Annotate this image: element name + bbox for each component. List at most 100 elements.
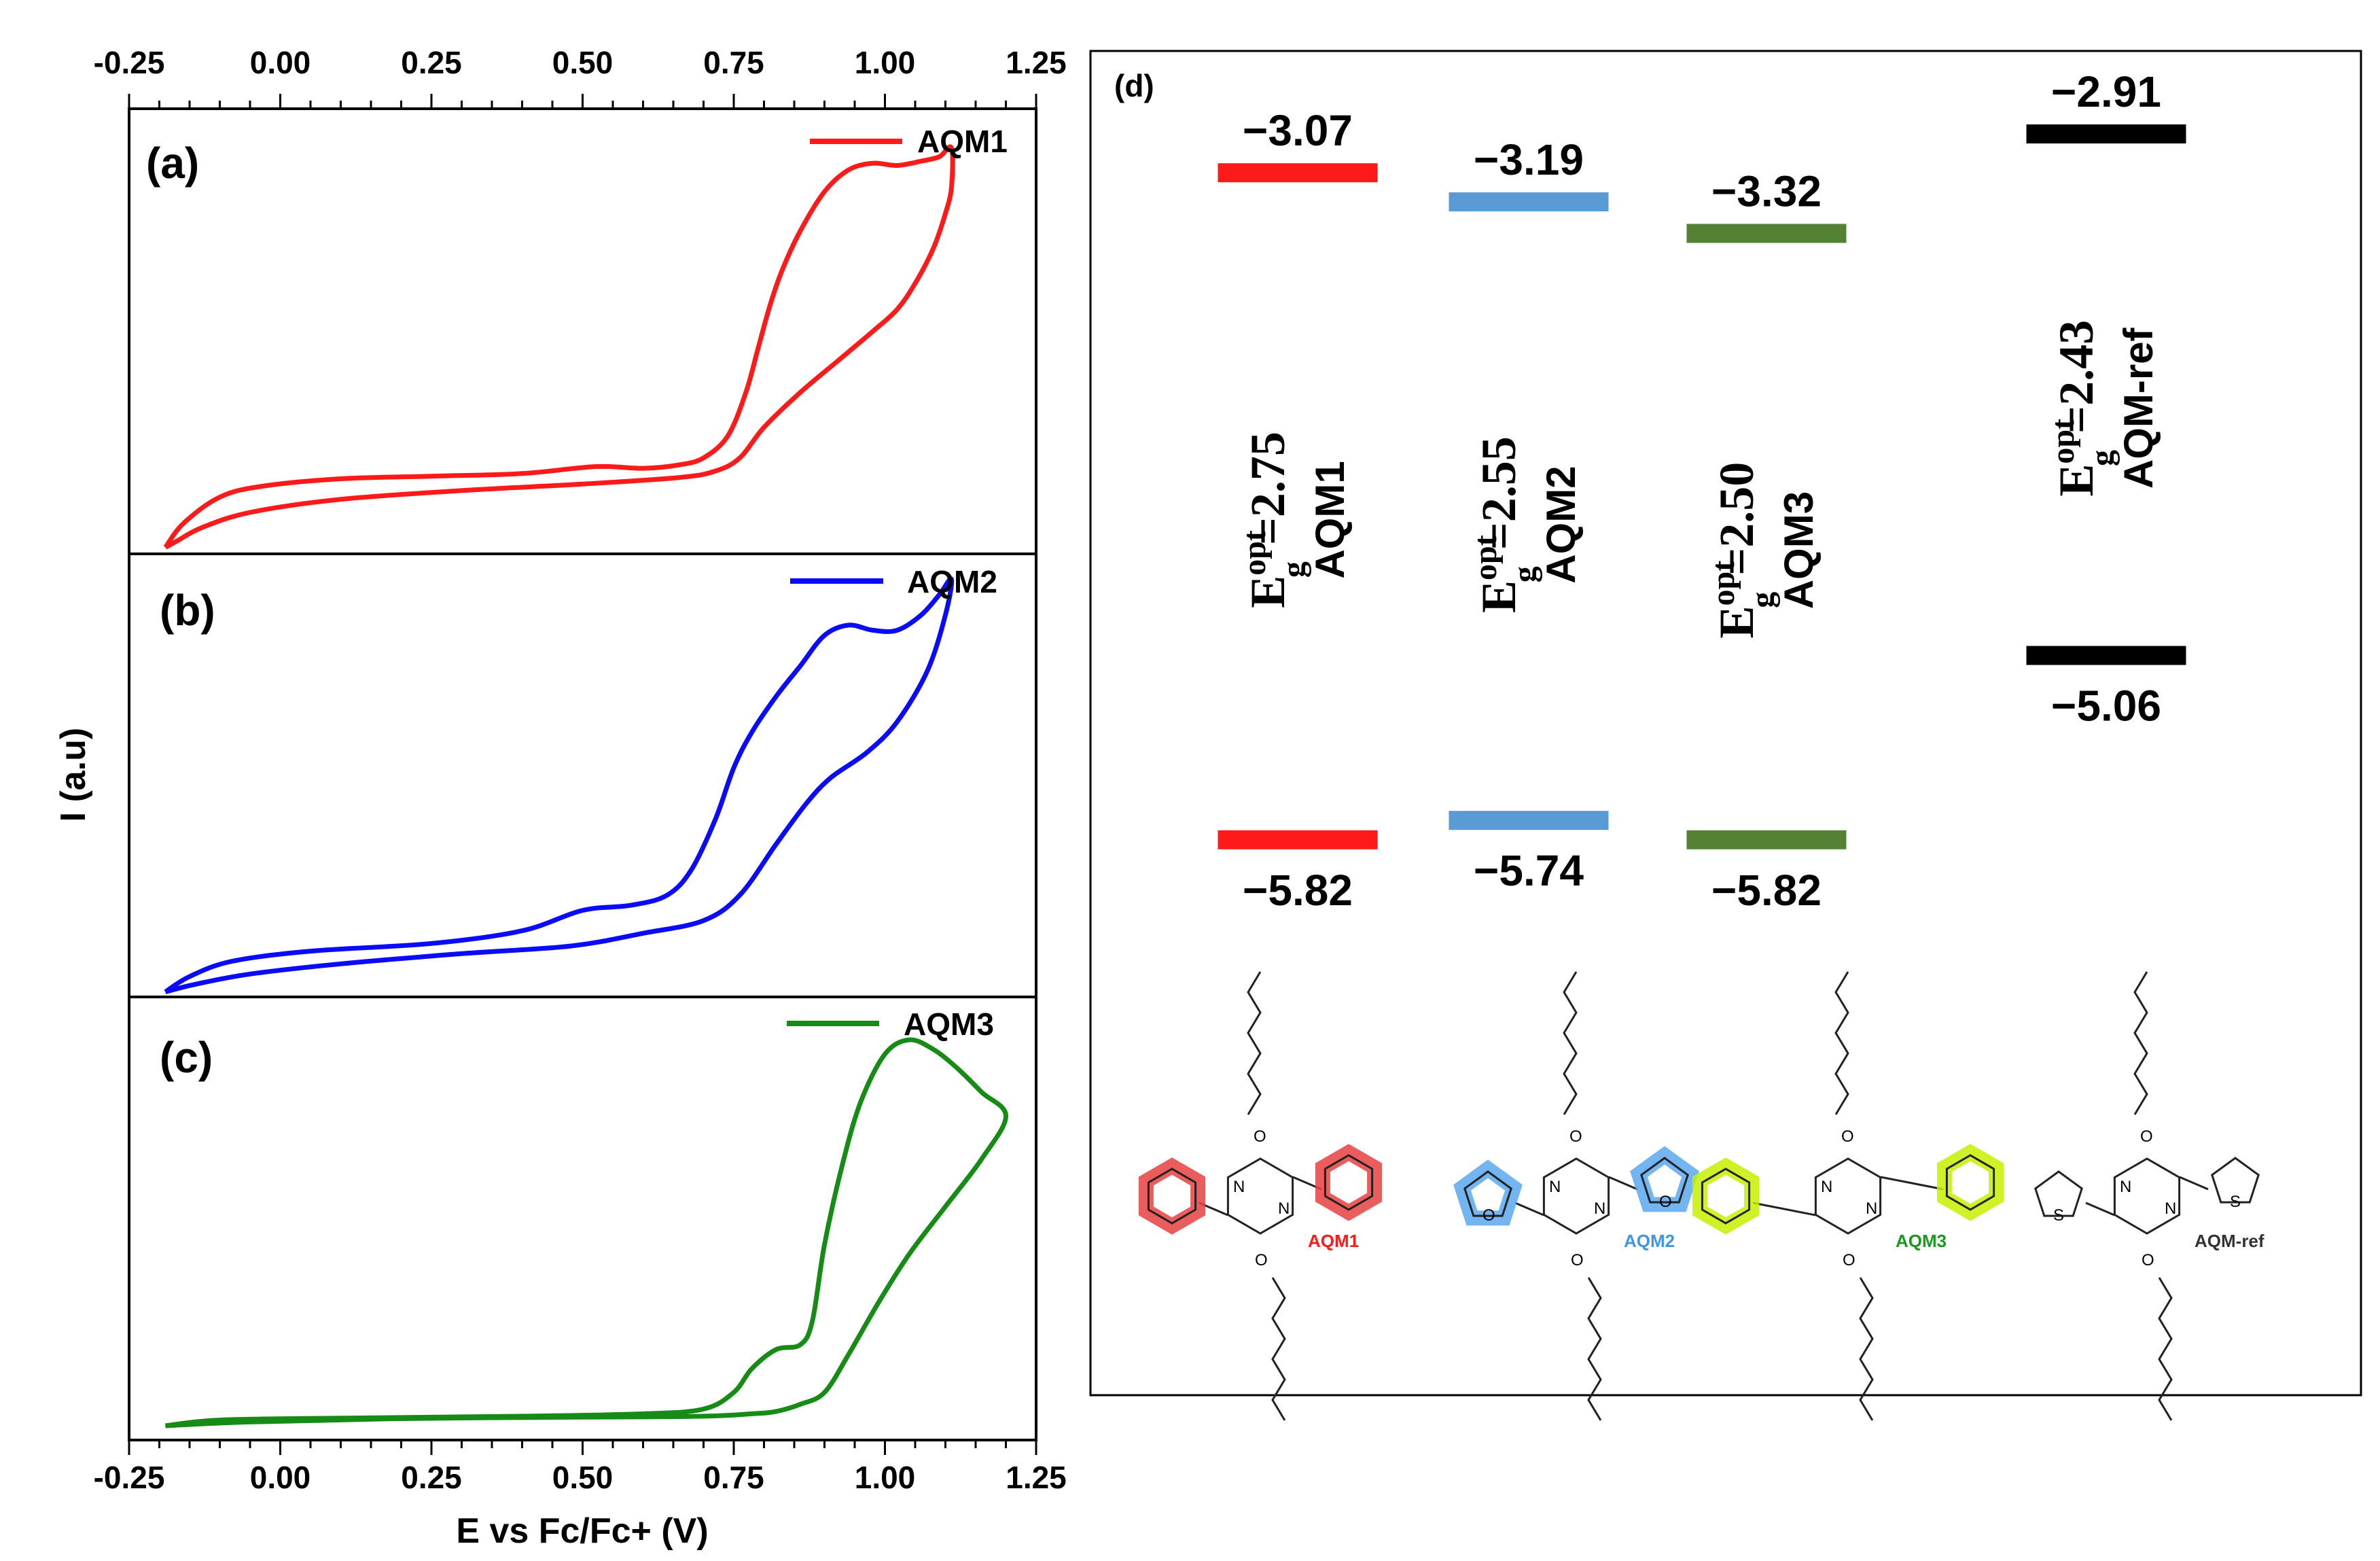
panel-b-frame xyxy=(128,553,1037,998)
gap-label-aqm1: Eopt g=2.75 xyxy=(1237,432,1312,608)
lumo-label-aqm2: −3.19 xyxy=(1474,135,1584,184)
bottom-x-ticks: -0.25 0.00 0.25 0.50 0.75 1.00 1.25 xyxy=(94,1440,1067,1495)
pyrazine-core xyxy=(1542,1157,1610,1235)
ring-right xyxy=(1324,1154,1374,1211)
ring-right xyxy=(1640,1157,1689,1204)
legend-label-aqm1: AQM1 xyxy=(917,124,1008,159)
oxygen-atom: O xyxy=(1841,1127,1854,1146)
lumo-bar-aqm-ref xyxy=(2026,124,2186,144)
ring-highlight-right xyxy=(1630,1146,1699,1212)
alkyl-chain-bottom xyxy=(1859,1277,1874,1421)
cv-curve-aqm3 xyxy=(165,1037,1008,1428)
top-tick-label: 1.00 xyxy=(855,45,916,80)
ring-highlight-left xyxy=(1692,1157,1760,1235)
homo-bar-aqm-ref xyxy=(2026,646,2186,665)
energy-level-panel: (d) −3.07−5.82−3.19−5.74−3.32−5.82−2.91−… xyxy=(1089,50,2362,1421)
gap-name-aqm2: AQM2 xyxy=(1538,466,1584,583)
structure-label-aqm-ref: AQM-ref xyxy=(2195,1231,2264,1251)
oxygen-atom: O xyxy=(2142,1251,2154,1269)
cv-panels: -0.25 0.00 0.25 0.50 0.75 1.00 1.25 -0.25 0.00 0… xyxy=(54,45,1067,1551)
oxygen-atom: O xyxy=(1569,1127,1582,1146)
panel-a-label: (a) xyxy=(146,139,199,188)
homo-label-aqm-ref: −5.06 xyxy=(2051,681,2161,730)
heteroatom: O xyxy=(1482,1206,1495,1225)
bottom-tick-label: 1.25 xyxy=(1006,1460,1067,1495)
top-x-ticks: -0.25 0.00 0.25 0.50 0.75 1.00 1.25 xyxy=(94,45,1067,109)
top-tick-label: 0.00 xyxy=(250,45,311,80)
homo-label-aqm2: −5.74 xyxy=(1474,846,1584,895)
structure-aqm-ref: N N O O S S AQM-ref xyxy=(2034,971,2264,1421)
pyrazine-core xyxy=(2113,1157,2181,1235)
alkyl-chain-top xyxy=(1563,971,1578,1115)
bottom-tick-label: 0.50 xyxy=(552,1460,614,1495)
gap-block-aqm-ref: Eopt g=2.43 AQM-ref xyxy=(2045,320,2161,497)
panel-c-frame xyxy=(128,996,1037,1441)
nitrogen-atom: N xyxy=(1821,1178,1832,1196)
bottom-tick-label: 1.00 xyxy=(855,1460,916,1495)
heteroatom: S xyxy=(2053,1206,2064,1225)
structure-aqm3: N N O O AQM3 xyxy=(1692,971,2004,1421)
gap-label-aqm3: Eopt g=2.50 xyxy=(1705,462,1781,639)
lumo-label-aqm1: −3.07 xyxy=(1243,106,1353,155)
vinyl-bond-left xyxy=(1514,1202,1544,1216)
gap-name-aqm3: AQM3 xyxy=(1776,491,1822,609)
lumo-bar-aqm1 xyxy=(1218,163,1378,183)
gap-label-aqm-ref: Eopt g=2.43 xyxy=(2045,320,2120,497)
lumo-label-aqm3: −3.32 xyxy=(1711,166,1822,215)
nitrogen-atom: N xyxy=(1278,1199,1290,1218)
bottom-tick-label: -0.25 xyxy=(94,1460,165,1495)
top-tick-label: -0.25 xyxy=(94,45,165,80)
top-tick-label: 0.50 xyxy=(552,45,614,80)
gap-block-aqm3: Eopt g=2.50 AQM3 xyxy=(1705,462,1822,639)
ring-right xyxy=(2211,1157,2260,1204)
oxygen-atom: O xyxy=(1254,1127,1266,1146)
nitrogen-atom: N xyxy=(2120,1178,2131,1196)
top-tick-label: 0.75 xyxy=(703,45,764,80)
pyrazine-core xyxy=(1226,1157,1294,1235)
gap-label-aqm2: Eopt g=2.55 xyxy=(1468,436,1543,613)
x-axis-title: E vs Fc/Fc+ (V) xyxy=(456,1511,708,1551)
cv-curves xyxy=(163,144,1008,1428)
gap-block-aqm1: Eopt g=2.75 AQM1 xyxy=(1237,432,1353,608)
homo-label-aqm1: −5.82 xyxy=(1243,866,1353,915)
homo-bar-aqm1 xyxy=(1218,830,1378,849)
ring-highlight-right xyxy=(1936,1144,2004,1221)
legend-label-aqm2: AQM2 xyxy=(907,564,997,599)
alkyl-chain-bottom xyxy=(2158,1277,2173,1421)
vinyl-bond-right xyxy=(2179,1176,2209,1191)
homo-bar-aqm3 xyxy=(1686,830,1847,849)
cv-curve-aqm1 xyxy=(163,144,955,550)
alkyl-chain-top xyxy=(2133,971,2148,1115)
homo-bar-aqm2 xyxy=(1449,811,1609,830)
ring-left xyxy=(1463,1170,1512,1217)
bottom-tick-label: 0.25 xyxy=(401,1460,462,1495)
vinyl-bond-left xyxy=(2085,1202,2115,1216)
structure-aqm2: N N O O O O AQM2 xyxy=(1453,971,1699,1421)
structure-label-aqm3: AQM3 xyxy=(1896,1231,1947,1251)
pyrazine-core xyxy=(1814,1157,1882,1235)
nitrogen-atom: N xyxy=(1233,1178,1245,1196)
heteroatom: S xyxy=(2230,1193,2241,1211)
alkyl-chain-top xyxy=(1247,971,1262,1115)
legend-label-aqm3: AQM3 xyxy=(904,1006,994,1042)
alkyl-chain-bottom xyxy=(1271,1277,1286,1421)
panel-d-label: (d) xyxy=(1114,68,1154,103)
bottom-tick-label: 0.00 xyxy=(250,1460,311,1495)
oxygen-atom: O xyxy=(1255,1251,1268,1269)
y-axis-title: I (a.u) xyxy=(54,728,93,822)
panel-c-label: (c) xyxy=(160,1033,213,1082)
lumo-bar-aqm3 xyxy=(1686,224,1847,243)
gap-block-aqm2: Eopt g=2.55 AQM2 xyxy=(1468,436,1584,613)
top-tick-label: 0.25 xyxy=(401,45,462,80)
lumo-label-aqm-ref: −2.91 xyxy=(2051,67,2161,116)
structure-label-aqm2: AQM2 xyxy=(1624,1231,1675,1251)
nitrogen-atom: N xyxy=(1594,1199,1605,1218)
ring-highlight-left xyxy=(1138,1157,1206,1235)
vinyl-bond-right xyxy=(1608,1176,1638,1191)
nitrogen-atom: N xyxy=(1549,1178,1561,1196)
top-tick-label: 1.25 xyxy=(1006,45,1067,80)
oxygen-atom: O xyxy=(2140,1127,2153,1146)
ring-left xyxy=(1147,1168,1197,1225)
